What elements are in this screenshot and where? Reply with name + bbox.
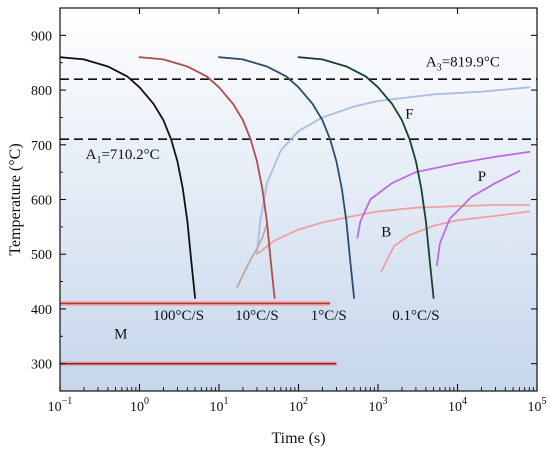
B-finish-curve <box>380 210 531 273</box>
x-axis-title: Time (s) <box>271 430 325 447</box>
F-lower-curve <box>236 223 268 288</box>
y-axis-title: Temperature (°C) <box>7 143 24 255</box>
M-label: M <box>114 326 127 342</box>
y-tick-label: 600 <box>31 194 52 209</box>
x-tick-label: 101 <box>210 396 229 415</box>
rate-0.1-label: 0.1°C/S <box>392 308 439 324</box>
y-tick-label: 900 <box>31 29 52 44</box>
B-label: B <box>381 225 391 241</box>
y-tick-label: 400 <box>31 303 52 318</box>
A3-label: A3=819.9°C <box>426 55 500 74</box>
y-tick-label: 500 <box>31 248 52 263</box>
P-label: P <box>478 169 486 185</box>
cooling-curve-2 <box>218 56 355 299</box>
A1-label: A1=710.2°C <box>86 147 160 166</box>
y-tick-label: 700 <box>31 139 52 154</box>
rate-10-label: 10°C/S <box>235 308 279 324</box>
P-start-1-curve <box>356 151 531 239</box>
cooling-curve-0 <box>60 56 196 299</box>
y-tick-label: 300 <box>31 358 52 373</box>
P-start-2-curve <box>436 170 521 267</box>
x-tick-label: 10−1 <box>48 396 73 415</box>
x-tick-label: 102 <box>289 396 308 415</box>
rate-100-label: 100°C/S <box>153 308 204 324</box>
B-start-curve <box>255 204 531 256</box>
y-tick-label: 800 <box>31 84 52 99</box>
F-start-curve <box>255 86 531 256</box>
x-tick-label: 105 <box>528 396 547 415</box>
cooling-curve-3 <box>297 56 435 299</box>
x-tick-label: 104 <box>448 396 467 415</box>
cooling-curve-1 <box>138 56 276 299</box>
rate-1-label: 1°C/S <box>311 308 347 324</box>
x-tick-label: 100 <box>130 396 149 415</box>
x-tick-label: 103 <box>369 396 388 415</box>
F-label: F <box>405 107 413 123</box>
plot-background <box>60 8 537 391</box>
